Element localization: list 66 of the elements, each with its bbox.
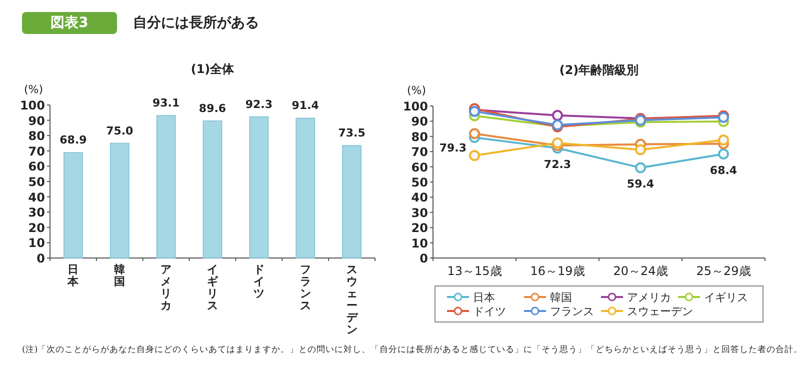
x-tick-label: 日本 <box>66 263 80 288</box>
y-axis-title: (%) <box>407 84 426 97</box>
chart-title: (1)全体 <box>190 62 236 76</box>
x-tick-label: 13～15歳 <box>447 264 502 278</box>
point <box>635 144 646 156</box>
point <box>469 128 480 140</box>
bar <box>296 118 316 258</box>
y-tick-label: 100 <box>402 100 428 114</box>
bar <box>64 152 83 258</box>
y-tick-label: 70 <box>28 144 45 158</box>
x-tick-label: フランス <box>300 263 311 312</box>
data-label: 68.4 <box>710 164 738 178</box>
bar <box>110 142 130 258</box>
data-label: 68.9 <box>60 134 87 147</box>
x-tick-label: 25～29歳 <box>696 264 751 278</box>
y-tick-label: 90 <box>411 114 428 129</box>
point <box>469 150 480 162</box>
data-label: 59.4 <box>626 178 654 191</box>
y-tick-label: 0 <box>420 252 428 266</box>
data-label: 72.3 <box>544 158 572 172</box>
y-tick-label: 20 <box>411 221 428 236</box>
point <box>718 148 729 160</box>
x-tick-label: スウェーデン <box>346 263 358 336</box>
chart-title: (2)年齢階級別 <box>559 63 639 77</box>
y-tick-label: 30 <box>28 206 45 220</box>
y-tick-label: 40 <box>411 190 428 205</box>
bar <box>249 116 269 258</box>
x-tick-label: イギリス <box>207 263 219 312</box>
y-tick-label: 0 <box>36 252 45 266</box>
data-label: 93.1 <box>152 96 180 110</box>
y-tick-label: 50 <box>28 175 45 189</box>
text: (注)「次のことがらがあなた自身にどのくらいあてはまりますか。」との問いに対し、「自分には長所があると感じている」に「そう思う」「どちらかといえばそう思う」と回答した者の合計。 <box>22 344 800 356</box>
y-tick-label: 60 <box>28 160 45 174</box>
text: 図表3 <box>22 12 117 34</box>
bar <box>342 145 362 258</box>
data-label: 79.3 <box>439 141 466 154</box>
data-label: 92.3 <box>245 98 272 111</box>
x-tick-label: 16～19歳 <box>530 264 585 278</box>
data-label: 91.4 <box>292 99 320 112</box>
data-label: 73.5 <box>338 126 366 140</box>
point <box>635 162 646 174</box>
data-label: 75.0 <box>106 124 134 138</box>
x-tick-label: 20～24歳 <box>613 264 668 278</box>
y-tick-label: 20 <box>28 220 45 235</box>
y-tick-label: 10 <box>411 236 428 250</box>
x-tick-label: アメリカ <box>160 263 172 312</box>
y-tick-label: 60 <box>411 160 428 174</box>
y-tick-label: 70 <box>411 145 428 160</box>
point <box>552 110 563 121</box>
bar <box>202 120 222 258</box>
text: 自分には長所がある <box>133 14 259 33</box>
x-tick-label: ドイツ <box>253 263 264 300</box>
y-axis-title: (%) <box>24 83 44 96</box>
data-label: 89.6 <box>198 102 226 115</box>
y-tick-label: 80 <box>411 130 428 144</box>
y-tick-label: 40 <box>28 190 45 204</box>
point <box>552 137 563 148</box>
point <box>718 134 729 146</box>
y-tick-label: 50 <box>411 176 428 190</box>
y-tick-label: 30 <box>411 206 428 220</box>
y-tick-label: 90 <box>28 114 45 128</box>
bar <box>156 115 176 258</box>
y-tick-label: 80 <box>28 129 45 144</box>
y-tick-label: 10 <box>28 236 45 250</box>
x-tick-label: 韓国 <box>114 263 126 288</box>
y-tick-label: 100 <box>20 98 45 112</box>
